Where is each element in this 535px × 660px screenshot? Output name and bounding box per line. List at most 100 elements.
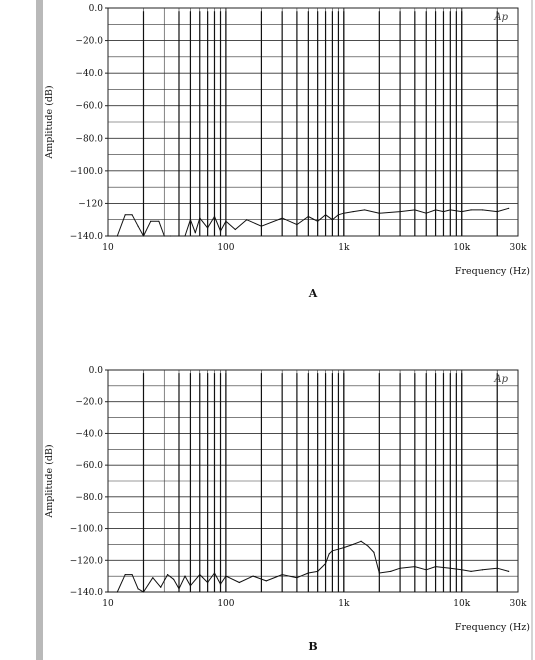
- series-point: [184, 235, 186, 237]
- x-tick-label: 100: [217, 243, 234, 253]
- x-tick-label: 10k: [453, 243, 470, 253]
- ap-watermark: Ap: [493, 12, 508, 23]
- x-axis-label: Frequency (Hz): [455, 266, 530, 277]
- series-point: [199, 217, 201, 219]
- series-point: [449, 567, 451, 569]
- series-point: [158, 220, 160, 222]
- series-point: [390, 570, 392, 572]
- y-tick-label: −80.0: [75, 493, 103, 503]
- series-point: [234, 228, 236, 231]
- series-point: [107, 591, 109, 593]
- series-point: [296, 224, 298, 226]
- series-point: [508, 207, 510, 209]
- x-axis-label: Frequency (Hz): [455, 622, 530, 633]
- series-point: [131, 573, 133, 576]
- series-point: [378, 572, 380, 574]
- series-point: [184, 575, 186, 577]
- y-tick-label: −20.0: [75, 37, 103, 47]
- series-point: [307, 215, 309, 218]
- series-point: [178, 235, 180, 237]
- series-point: [207, 581, 209, 584]
- series-point: [260, 225, 263, 227]
- series-point: [150, 220, 152, 222]
- series-point: [425, 569, 427, 571]
- series-point: [481, 209, 484, 211]
- series-point: [461, 569, 463, 571]
- series-point: [496, 567, 498, 569]
- x-tick-label: 10: [102, 243, 114, 253]
- x-tick-label: 30k: [510, 599, 527, 609]
- series-point: [434, 566, 437, 568]
- series-point: [414, 209, 416, 211]
- series-point: [343, 212, 345, 214]
- y-axis-label: Amplitude (dB): [44, 85, 55, 159]
- y-tick-label: −140.0: [70, 232, 104, 242]
- chart-panel-a: 0.0−20.0−40.0−60.0−80.0−100.0−120−140.01…: [44, 4, 530, 300]
- series-point: [324, 214, 327, 216]
- series-point: [170, 235, 172, 237]
- series-point: [352, 543, 354, 546]
- series-point: [508, 570, 510, 572]
- y-tick-label: −60.0: [75, 461, 103, 471]
- series-point: [199, 573, 201, 576]
- series-point: [470, 570, 472, 572]
- series-point: [461, 210, 463, 213]
- series-point: [225, 575, 227, 577]
- y-tick-label: −80.0: [75, 134, 103, 144]
- series-point: [337, 548, 340, 550]
- x-tick-label: 1k: [338, 243, 350, 253]
- series-point: [367, 545, 369, 547]
- series-line: [108, 540, 509, 593]
- series-point: [246, 219, 248, 221]
- y-tick-label: −40.0: [75, 69, 103, 79]
- series-point: [225, 220, 227, 222]
- page-edge-line: [531, 0, 533, 660]
- y-tick-label: −100.0: [70, 525, 104, 535]
- y-tick-label: −140.0: [70, 588, 104, 598]
- series-point: [172, 578, 175, 580]
- series-point: [252, 575, 254, 577]
- series-point: [317, 570, 319, 572]
- series-point: [142, 591, 145, 593]
- series-point: [189, 585, 192, 587]
- series-point: [373, 551, 375, 553]
- series-point: [131, 214, 133, 216]
- series-point: [363, 209, 366, 211]
- series-point: [481, 569, 484, 571]
- series-point: [124, 214, 126, 216]
- series-point: [324, 562, 327, 565]
- series-point: [496, 210, 498, 213]
- series-point: [163, 235, 165, 237]
- series-point: [281, 217, 283, 219]
- x-tick-label: 1k: [338, 599, 350, 609]
- series-point: [160, 586, 162, 588]
- y-tick-label: −120: [78, 199, 103, 209]
- series-point: [166, 573, 169, 576]
- series-point: [399, 210, 401, 213]
- y-tick-label: −20.0: [75, 398, 103, 408]
- ap-watermark: Ap: [493, 374, 508, 385]
- series-point: [414, 566, 416, 568]
- series-point: [360, 540, 362, 542]
- series-point: [281, 573, 283, 576]
- series-point: [399, 567, 401, 569]
- panel-label: B: [308, 640, 317, 653]
- series-point: [378, 212, 380, 214]
- series-point: [137, 225, 139, 227]
- series-point: [328, 553, 330, 555]
- series-point: [352, 210, 354, 213]
- series-point: [449, 209, 451, 211]
- series-point: [116, 235, 118, 237]
- series-point: [219, 230, 222, 232]
- series-point: [296, 577, 298, 579]
- series-point: [317, 220, 319, 222]
- y-tick-label: 0.0: [89, 366, 104, 376]
- series-line: [108, 207, 509, 237]
- chart-panel-b: 0.0 −20.0 −40.0 −60.0 −80.0 −100.0 −120.0 −140.…: [44, 366, 530, 653]
- series-point: [137, 588, 139, 590]
- x-tick-label: 10: [102, 599, 114, 609]
- x-tick-label: 10k: [453, 599, 470, 609]
- series-point: [265, 580, 267, 582]
